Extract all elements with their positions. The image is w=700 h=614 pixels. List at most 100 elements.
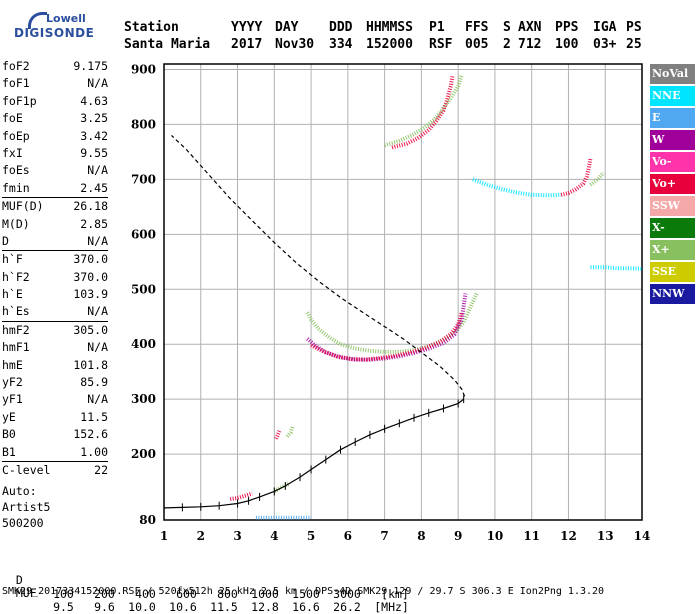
param-value: 3.25 [80,111,108,126]
param-name: B0 [2,427,16,442]
param-row: fxI 9.55 [2,145,108,162]
header-value-yyyy: 2017 [231,37,263,52]
param-name: yE [2,409,16,424]
distance-label: D [15,573,23,587]
auto-artist: Artist5 [2,500,51,514]
param-name: hmE [2,357,23,372]
header-label-ffs: FFS [465,20,489,35]
param-row: foF2 9.175 [2,58,108,75]
param-row: hmF1 N/A [2,339,108,356]
param-row: D N/A [2,233,108,250]
legend-item: SSE [650,262,695,282]
header-label-day: DAY [275,20,299,35]
echo-trace [285,425,295,438]
param-name: h`E [2,287,23,302]
param-row: h`E 103.9 [2,286,108,303]
param-name: M(D) [2,216,30,231]
echo-trace [472,177,562,198]
distance-value: 400 [135,587,156,601]
echo-trace [310,311,464,362]
muf-value: 26.2 [333,600,361,614]
param-name: hmF1 [2,340,30,355]
legend-item: Vo- [650,152,695,172]
header-value-pps: 100 [555,37,579,52]
x-tick-label: 2 [197,529,205,543]
param-value: 4.63 [80,93,108,108]
x-tick-label: 9 [454,529,462,543]
header-value-hhmmss: 152000 [366,37,413,52]
param-row: foF1p 4.63 [2,93,108,110]
param-name: foF2 [2,59,30,73]
param-value: 2.85 [80,216,108,231]
ionogram-chart: 1 2 3 4 5 6 7 8 9 10 11 12 13 14802003004005006007008… [131,62,650,543]
distance-value: [km] [381,587,409,601]
param-value: 22 [94,462,108,477]
param-name: B1 [2,444,16,459]
header-value-ffs: 005 [465,37,489,52]
y-tick-label: 80 [139,513,156,527]
scaled-parameters-panel: foF2 9.175 foF1 N/A foF1p 4.63 foE 3.25 foEp 3.42… [2,58,108,479]
header-value-axn: 712 [518,37,542,52]
param-name: fmin [2,180,30,195]
muf-value: 12.8 [251,600,279,614]
legend-item: NNW [650,284,695,304]
header-label-pps: PPS [555,20,579,35]
auto-version: 500200 [2,516,44,530]
param-value: N/A [87,76,108,91]
header-value-p1: RSF [429,37,453,52]
header-value-s: 2 [503,37,511,52]
echo-trace [391,74,455,150]
echo-trace [560,158,593,197]
param-name: foF1 [2,76,30,91]
muf-value: 16.6 [292,600,320,614]
density-profile-line [170,134,466,397]
header-label-iga: IGA [593,20,617,35]
legend-item: NoVal [650,64,695,84]
param-name: yF2 [2,375,23,390]
legend-item: W [650,130,695,150]
param-value: 26.18 [73,199,108,214]
param-value: 370.0 [73,269,108,284]
x-tick-label: 4 [270,529,278,543]
param-row: foEs N/A [2,162,108,179]
header-label-axn: AXN [518,20,542,35]
param-name: hmF2 [2,322,30,337]
y-tick-label: 600 [131,227,156,241]
y-tick-label: 900 [131,62,156,76]
param-value: 152.6 [73,427,108,442]
muf-value: 10.0 [128,600,156,614]
param-value: 3.42 [80,128,108,143]
plot-frame [163,63,643,521]
muf-value: 10.6 [169,600,197,614]
muf-distance-row: D 100 200 400 600 800 1000 1500 3000 [km] [2,559,409,601]
param-name: foE [2,111,23,126]
param-value: 305.0 [73,322,108,337]
header-value-iga: 03+ [593,37,617,52]
param-value: 9.175 [73,59,108,73]
muf-value: 9.5 [53,600,74,614]
lowell-digisonde-logo: Lowell DIGISONDE [12,10,107,44]
param-row: foEp 3.42 [2,128,108,145]
y-tick-label: 300 [131,392,156,406]
distance-value: 100 [53,587,74,601]
logo-arc-icon [28,12,47,29]
param-value: 101.8 [73,357,108,372]
param-value: 1.00 [80,444,108,459]
param-row: hmF2 305.0 [2,320,108,339]
param-row: M(D) 2.85 [2,216,108,233]
param-name: foF1p [2,93,37,108]
param-row: C-level 22 [2,460,108,479]
header-value-ddd: 334 [329,37,353,52]
header-label-ps: PS [626,20,642,35]
x-tick-label: 1 [160,529,168,543]
param-name: fxI [2,145,23,160]
x-tick-label: 11 [523,529,540,543]
legend-item: SSW [650,196,695,216]
distance-value: 600 [176,587,197,601]
param-value: 2.45 [80,180,108,195]
y-tick-label: 500 [131,282,156,296]
param-row: fmin 2.45 [2,180,108,197]
param-name: yF1 [2,392,23,407]
x-tick-label: 12 [560,529,577,543]
param-name: MUF(D) [2,199,44,214]
